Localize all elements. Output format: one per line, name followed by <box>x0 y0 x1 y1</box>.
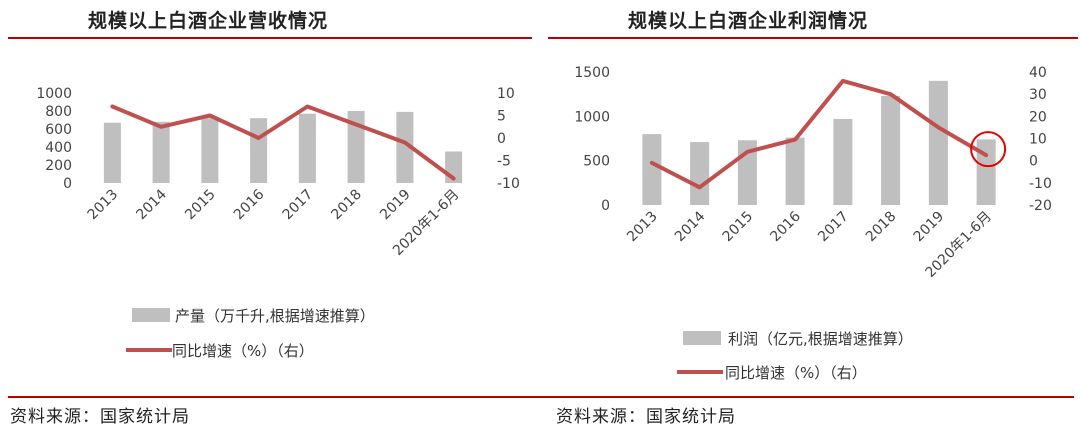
bar <box>396 111 414 183</box>
line-point <box>841 79 845 83</box>
growth-line <box>110 104 456 181</box>
bar <box>690 142 710 205</box>
line-point <box>650 161 654 165</box>
y-left-tick-label: 800 <box>45 104 72 120</box>
x-tick-label: 2019 <box>377 187 414 224</box>
line-point <box>698 185 702 189</box>
bar <box>250 118 268 183</box>
revenue-chart: 0 200 400 600 800 1000 -10 -5 0 5 10 2013 2014 2015 20… <box>36 86 520 360</box>
legend-bar-label: 利润（亿元,根据增速推算） <box>728 330 913 348</box>
line-point <box>208 114 212 117</box>
title-rule <box>8 37 532 39</box>
line-point <box>745 150 749 154</box>
x-tick-label: 2018 <box>328 187 365 224</box>
y-left-tick-label: 1000 <box>574 109 610 125</box>
y-left-tick-label: 600 <box>45 122 72 138</box>
x-tick-label: 2017 <box>815 209 852 246</box>
y-left-tick-label: 1000 <box>36 86 72 102</box>
x-tick-label: 2015 <box>720 209 757 246</box>
x-tick-label: 2016 <box>231 186 268 223</box>
bar <box>881 95 901 205</box>
profit-chart: 0 500 1000 1500 -20 -10 0 10 20 30 40 2013 2014 2015 2… <box>574 65 1052 382</box>
line-point <box>257 136 261 140</box>
growth-line <box>649 78 989 190</box>
bar <box>347 111 365 183</box>
y-right-tick-label: 30 <box>1029 87 1047 103</box>
legend-line-label: 同比增速（%）（右） <box>172 342 314 360</box>
x-tick-label: 2017 <box>280 187 317 224</box>
y-left-tick-label: 500 <box>583 154 610 170</box>
source-note-right: 资料来源：国家统计局 <box>556 407 736 427</box>
line-point <box>403 141 407 144</box>
line-point <box>159 125 163 129</box>
bar <box>928 80 948 205</box>
y-right-tick-label: 10 <box>497 86 515 102</box>
profit-chart-panel: 规模以上白酒企业利润情况 0 500 1000 1500 -20 -10 0 10 20 30 40… <box>540 0 1080 433</box>
x-tick-label: 2018 <box>863 209 900 246</box>
y-right-tick-label: 0 <box>497 131 506 147</box>
y-right-tick-label: 5 <box>497 109 506 125</box>
line-point <box>452 177 456 180</box>
highlight-circle <box>970 131 1007 168</box>
x-tick-label: 2013 <box>624 209 661 246</box>
y-right-tick-label: -10 <box>1029 176 1052 192</box>
bar <box>103 122 121 183</box>
line-point <box>889 92 893 96</box>
bar <box>833 118 853 205</box>
y-left-tick-label: 0 <box>63 176 72 192</box>
line-point <box>793 138 797 142</box>
profit-chart-title: 规模以上白酒企业利润情况 <box>628 10 869 32</box>
y-left-tick-label: 1500 <box>574 65 610 81</box>
revenue-chart-panel: 规模以上白酒企业营收情况 0 200 400 600 800 1000 -10 -5 0 5 10 2… <box>8 10 532 360</box>
y-right-tick-label: 10 <box>1029 132 1047 148</box>
y-right-tick-label: 40 <box>1029 65 1047 81</box>
legend-bar-label: 产量（万千升,根据增速推算） <box>175 307 375 325</box>
bar <box>152 121 170 183</box>
bar <box>976 139 996 205</box>
y-right-tick-label: -5 <box>497 154 511 170</box>
x-tick-label: 2015 <box>182 187 219 224</box>
legend-bar-swatch <box>132 308 170 322</box>
y-right-tick-label: -20 <box>1029 198 1052 214</box>
revenue-chart-title: 规模以上白酒企业营收情况 <box>88 10 329 32</box>
y-left-tick-label: 200 <box>45 158 72 174</box>
legend-line-label: 同比增速（%）（右） <box>725 364 867 382</box>
x-tick-label: 2014 <box>133 186 170 223</box>
x-tick-label: 2014 <box>672 208 709 245</box>
y-right-tick-label: 0 <box>1029 154 1038 170</box>
bar <box>642 134 662 205</box>
line-point <box>984 153 988 157</box>
y-right-tick-label: 20 <box>1029 109 1047 125</box>
line-point <box>354 123 358 126</box>
x-tick-label: 2013 <box>85 187 122 224</box>
line-point <box>305 105 309 108</box>
source-note-left: 资料来源：国家统计局 <box>10 407 190 427</box>
line-point <box>110 105 114 108</box>
bar <box>201 118 219 183</box>
footer-rule <box>8 396 1074 398</box>
y-right-tick-label: -10 <box>497 176 520 192</box>
x-tick-label: 2016 <box>767 208 804 245</box>
y-left-tick-label: 0 <box>601 198 610 214</box>
x-tick-label: 2019 <box>911 209 948 246</box>
bar <box>785 137 805 205</box>
y-left-tick-label: 400 <box>45 140 72 156</box>
bar <box>298 113 316 183</box>
line-point <box>936 125 940 129</box>
title-rule <box>548 37 1078 39</box>
legend-bar-swatch <box>683 331 721 345</box>
